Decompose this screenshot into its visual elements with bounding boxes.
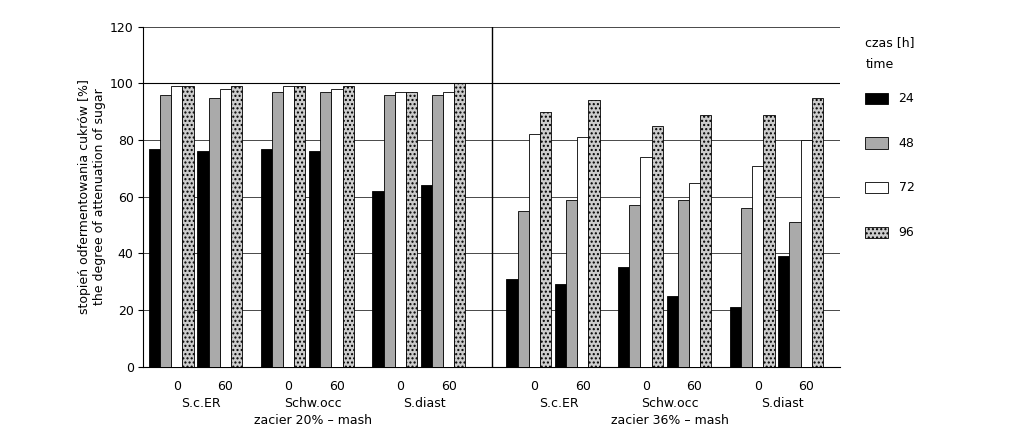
Bar (332, 89, 343, 367)
Bar (443, 92, 455, 367)
Text: 0: 0 (396, 380, 404, 393)
Text: 48: 48 (899, 136, 914, 150)
Text: S.c.ER: S.c.ER (539, 397, 579, 410)
Text: Schw.occ: Schw.occ (284, 397, 342, 410)
Text: 0: 0 (285, 380, 293, 393)
Bar (220, 89, 230, 367)
Bar (343, 86, 353, 367)
Text: 0: 0 (173, 380, 181, 393)
Text: zacier 36% – mash: zacier 36% – mash (611, 414, 729, 427)
Bar (566, 199, 578, 367)
Bar (790, 222, 801, 367)
Bar (309, 152, 321, 367)
Bar (230, 86, 242, 367)
Bar (618, 267, 630, 367)
Text: 60: 60 (329, 380, 345, 393)
Text: 60: 60 (440, 380, 457, 393)
Bar (394, 92, 406, 367)
Text: czas [h]: czas [h] (865, 36, 914, 49)
Bar (700, 114, 712, 367)
Text: 0: 0 (754, 380, 762, 393)
Bar (271, 92, 283, 367)
Text: 72: 72 (899, 181, 914, 194)
Bar (198, 152, 209, 367)
Text: 96: 96 (899, 226, 914, 239)
Bar (283, 86, 294, 367)
Bar (421, 186, 432, 367)
Text: 0: 0 (642, 380, 650, 393)
Bar (209, 97, 220, 367)
Text: zacier 20% – mash: zacier 20% – mash (254, 414, 372, 427)
Bar (540, 112, 551, 367)
Bar (373, 191, 384, 367)
Bar (801, 140, 812, 367)
Bar (667, 296, 678, 367)
Bar (651, 126, 663, 367)
Bar (321, 92, 332, 367)
Text: 0: 0 (530, 380, 539, 393)
Bar (589, 101, 599, 367)
Text: S.diast: S.diast (761, 397, 803, 410)
Bar (753, 165, 763, 367)
Bar (678, 199, 689, 367)
Text: 60: 60 (799, 380, 814, 393)
Text: 60: 60 (217, 380, 233, 393)
Bar (778, 256, 790, 367)
Bar (555, 284, 566, 367)
Bar (160, 95, 171, 367)
Bar (640, 157, 651, 367)
Bar (507, 279, 517, 367)
Text: S.diast: S.diast (403, 397, 445, 410)
Bar (182, 86, 194, 367)
Bar (528, 135, 540, 367)
Bar (517, 211, 528, 367)
Text: S.c.ER: S.c.ER (181, 397, 221, 410)
Bar (406, 92, 417, 367)
Bar (741, 208, 753, 367)
Bar (730, 307, 741, 367)
Bar (384, 95, 394, 367)
Bar (294, 86, 305, 367)
Bar (578, 137, 589, 367)
Bar (432, 95, 443, 367)
Text: 60: 60 (686, 380, 702, 393)
Text: 24: 24 (899, 92, 914, 105)
Bar (812, 97, 823, 367)
Bar (261, 148, 271, 367)
Y-axis label: stopień odfermentowania cukrów [%]
the degree of attenuation of sugar: stopień odfermentowania cukrów [%] the d… (78, 79, 105, 314)
Text: Schw.occ: Schw.occ (641, 397, 699, 410)
Text: time: time (865, 58, 894, 71)
Bar (689, 182, 700, 367)
Bar (171, 86, 182, 367)
Text: 60: 60 (574, 380, 591, 393)
Bar (455, 84, 466, 367)
Bar (148, 148, 160, 367)
Bar (630, 205, 640, 367)
Bar (763, 114, 774, 367)
